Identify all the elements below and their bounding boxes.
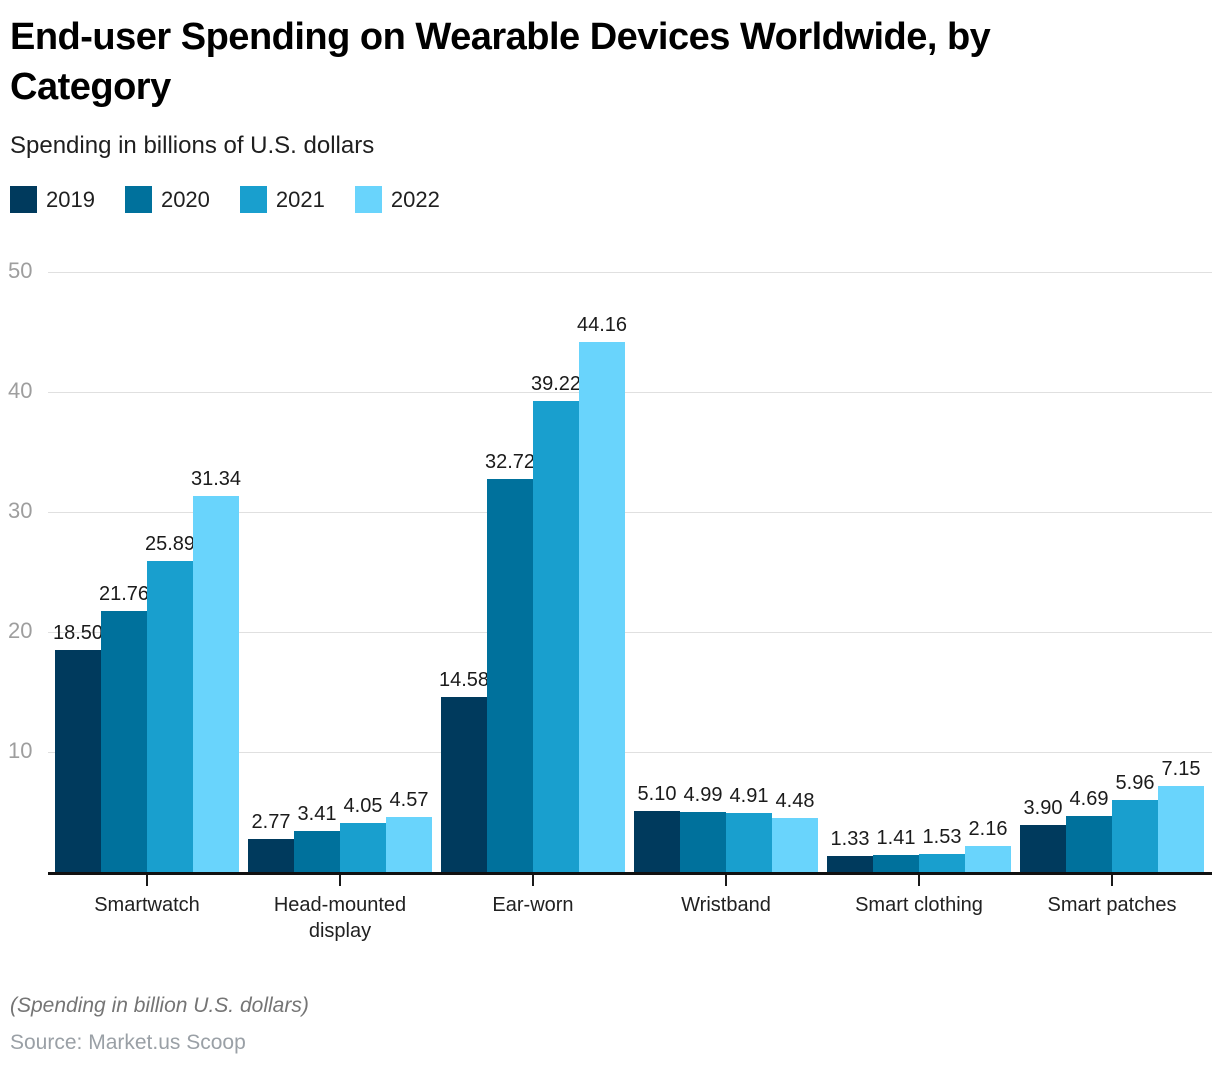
bar-2021-smartwatch[interactable] bbox=[147, 561, 193, 872]
legend-label: 2021 bbox=[275, 186, 325, 212]
bar-value-label: 4.99 bbox=[683, 784, 723, 806]
bar-2019-ear-worn[interactable] bbox=[441, 697, 487, 872]
bar-value-label: 4.05 bbox=[343, 795, 383, 817]
legend-item-2021[interactable]: 2021 bbox=[239, 186, 325, 213]
bar-2022-wristband[interactable] bbox=[772, 818, 818, 872]
x-axis-line bbox=[48, 872, 1212, 875]
bar-2019-smart-clothing[interactable] bbox=[827, 856, 873, 872]
bar-2022-smart-clothing[interactable] bbox=[965, 846, 1011, 872]
bar-value-label: 2.77 bbox=[251, 811, 291, 833]
bar-value-label: 4.91 bbox=[729, 785, 769, 807]
bar-2020-smart-patches[interactable] bbox=[1066, 816, 1112, 872]
bar-2022-head-mounted-display[interactable] bbox=[386, 817, 432, 872]
y-axis-tick-label: 20 bbox=[8, 618, 33, 643]
legend-label: 2020 bbox=[160, 186, 210, 212]
bar-value-label: 39.22 bbox=[530, 373, 582, 395]
bar-2020-wristband[interactable] bbox=[680, 812, 726, 872]
legend-swatch-2020 bbox=[124, 186, 152, 213]
category-label-wristband: Wristband bbox=[681, 894, 771, 916]
y-axis-tick-label: 30 bbox=[8, 498, 33, 523]
bar-value-label: 21.76 bbox=[98, 583, 150, 605]
bar-value-label: 4.69 bbox=[1069, 788, 1109, 810]
x-axis-tick bbox=[146, 875, 148, 886]
legend-label: 2019 bbox=[46, 186, 95, 212]
bar-value-label: 1.41 bbox=[876, 827, 916, 849]
legend-swatch-2021 bbox=[239, 186, 267, 213]
gridline-40 bbox=[48, 392, 1212, 393]
category-label-smart-clothing: Smart clothing bbox=[855, 894, 983, 916]
legend-item-2020[interactable]: 2020 bbox=[124, 186, 210, 213]
bar-value-label: 4.48 bbox=[775, 790, 815, 812]
bar-2022-smart-patches[interactable] bbox=[1158, 786, 1204, 872]
y-axis-tick-label: 10 bbox=[8, 738, 33, 763]
gridline-20 bbox=[48, 632, 1212, 633]
legend-swatch-2022 bbox=[354, 186, 382, 213]
x-axis-tick bbox=[918, 875, 920, 886]
bar-2019-wristband[interactable] bbox=[634, 811, 680, 872]
chart-footnote: (Spending in billion U.S. dollars) bbox=[10, 994, 309, 1017]
bar-2020-smartwatch[interactable] bbox=[101, 611, 147, 872]
y-axis-tick-label: 40 bbox=[8, 378, 33, 403]
legend-label: 2022 bbox=[390, 186, 440, 212]
bar-2021-smart-patches[interactable] bbox=[1112, 800, 1158, 872]
bar-value-label: 31.34 bbox=[190, 468, 242, 490]
bar-2021-smart-clothing[interactable] bbox=[919, 854, 965, 872]
category-label-ear-worn: Ear-worn bbox=[492, 894, 574, 916]
bar-2019-head-mounted-display[interactable] bbox=[248, 839, 294, 872]
page-title: End-user Spending on Wearable Devices Wo… bbox=[10, 16, 991, 108]
bar-2020-head-mounted-display[interactable] bbox=[294, 831, 340, 872]
bar-value-label: 5.10 bbox=[637, 783, 677, 805]
bar-2020-smart-clothing[interactable] bbox=[873, 855, 919, 872]
x-axis-tick bbox=[339, 875, 341, 886]
bar-value-label: 25.89 bbox=[144, 533, 196, 555]
bar-2019-smart-patches[interactable] bbox=[1020, 825, 1066, 872]
x-axis-tick bbox=[1111, 875, 1113, 886]
source-credit: Source: Market.us Scoop bbox=[10, 1031, 246, 1054]
bar-2022-ear-worn[interactable] bbox=[579, 342, 625, 872]
bar-value-label: 7.15 bbox=[1161, 758, 1201, 780]
category-label-smartwatch: Smartwatch bbox=[94, 894, 200, 916]
bar-value-label: 32.72 bbox=[484, 451, 536, 473]
bar-2021-head-mounted-display[interactable] bbox=[340, 823, 386, 872]
bar-value-label: 1.53 bbox=[922, 826, 962, 848]
bar-value-label: 44.16 bbox=[576, 314, 628, 336]
bar-value-label: 1.33 bbox=[830, 828, 870, 850]
gridline-10 bbox=[48, 752, 1212, 753]
bar-2019-smartwatch[interactable] bbox=[55, 650, 101, 872]
bar-value-label: 3.41 bbox=[297, 803, 337, 825]
legend-item-2022[interactable]: 2022 bbox=[354, 186, 440, 213]
bar-2022-smartwatch[interactable] bbox=[193, 496, 239, 872]
x-axis-tick bbox=[725, 875, 727, 886]
chart-legend: 2019 2020 2021 2022 bbox=[10, 186, 470, 213]
bar-value-label: 14.58 bbox=[438, 669, 490, 691]
bar-value-label: 18.50 bbox=[52, 622, 104, 644]
legend-item-2019[interactable]: 2019 bbox=[10, 186, 95, 213]
y-axis-tick-label: 50 bbox=[8, 258, 33, 283]
bar-2021-ear-worn[interactable] bbox=[533, 401, 579, 872]
bar-2021-wristband[interactable] bbox=[726, 813, 772, 872]
legend-swatch-2019 bbox=[10, 186, 37, 213]
bar-2020-ear-worn[interactable] bbox=[487, 479, 533, 872]
gridline-50 bbox=[48, 272, 1212, 273]
x-axis-tick bbox=[532, 875, 534, 886]
chart-subtitle: Spending in billions of U.S. dollars bbox=[10, 132, 375, 159]
bar-value-label: 3.90 bbox=[1023, 797, 1063, 819]
bar-value-label: 2.16 bbox=[968, 818, 1008, 840]
category-label-head-mounted-display: Head-mounted display bbox=[273, 894, 407, 942]
gridline-30 bbox=[48, 512, 1212, 513]
bar-value-label: 4.57 bbox=[389, 789, 429, 811]
category-label-smart-patches: Smart patches bbox=[1047, 894, 1177, 916]
bar-value-label: 5.96 bbox=[1115, 772, 1155, 794]
